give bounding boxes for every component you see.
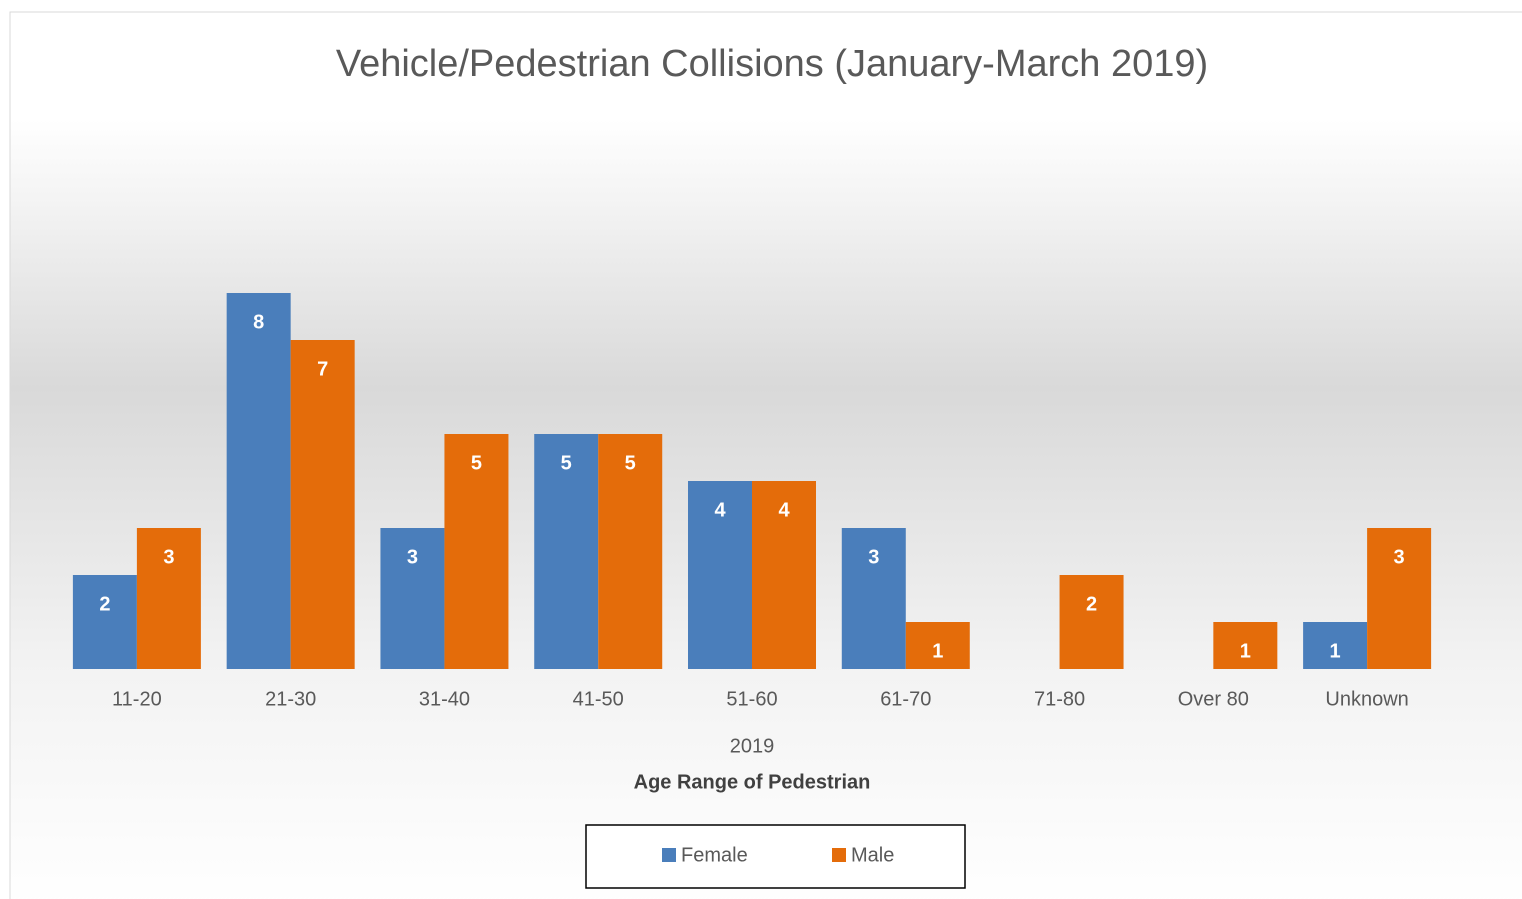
data-label: 5 [625, 452, 636, 474]
x-axis-label: Age Range of Pedestrian [634, 771, 871, 793]
bar [72, 575, 137, 669]
legend-label: Male [851, 844, 894, 866]
bar [905, 622, 970, 669]
bar [534, 434, 599, 669]
data-label: 1 [932, 640, 943, 662]
data-label: 1 [1240, 640, 1251, 662]
x-tick-label: 31-40 [419, 688, 470, 710]
x-tick-label: 41-50 [573, 688, 624, 710]
bar [841, 528, 906, 669]
bar [290, 340, 355, 669]
x-tick-label: 51-60 [726, 688, 777, 710]
bar [136, 528, 201, 669]
x-tick-label: 61-70 [880, 688, 931, 710]
bar [1303, 622, 1368, 669]
bar [1059, 575, 1124, 669]
data-label: 1 [1330, 640, 1341, 662]
data-label: 8 [253, 311, 264, 333]
group-label: 2019 [730, 735, 775, 757]
x-tick-label: 11-20 [112, 688, 162, 710]
bar [444, 434, 509, 669]
data-label: 3 [407, 546, 418, 568]
data-label: 2 [99, 593, 110, 615]
data-label: 2 [1086, 593, 1097, 615]
legend-label: Female [681, 844, 748, 866]
bar [688, 481, 752, 669]
x-tick-label: Over 80 [1178, 688, 1249, 710]
data-label: 5 [471, 452, 482, 474]
chart-title: Vehicle/Pedestrian Collisions (January-M… [336, 43, 1208, 85]
legend-box [585, 824, 966, 889]
bar [1213, 622, 1278, 669]
legend-swatch [832, 848, 846, 862]
bar [380, 528, 445, 669]
data-label: 7 [317, 358, 328, 380]
data-label: 3 [163, 546, 174, 568]
bar [226, 293, 291, 669]
x-tick-label: 71-80 [1034, 688, 1085, 710]
data-label: 5 [561, 452, 572, 474]
data-label: 3 [868, 546, 879, 568]
data-label: 4 [714, 499, 726, 521]
bar [1367, 528, 1432, 669]
legend-swatch [662, 848, 676, 862]
x-tick-label: Unknown [1325, 688, 1408, 710]
data-label: 3 [1394, 546, 1405, 568]
x-tick-label: 21-30 [265, 688, 316, 710]
data-label: 4 [778, 499, 790, 521]
bar [752, 481, 816, 669]
bar [598, 434, 663, 669]
